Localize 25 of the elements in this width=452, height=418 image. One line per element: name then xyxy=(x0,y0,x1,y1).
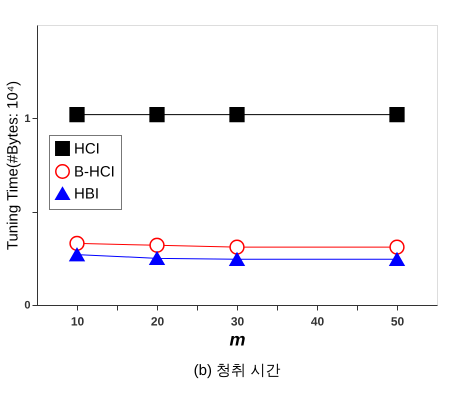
point xyxy=(69,106,85,122)
point xyxy=(149,238,165,253)
y-tick-label: 0 xyxy=(24,300,30,312)
x-tick-label: 40 xyxy=(310,314,324,328)
point xyxy=(229,106,245,122)
point xyxy=(229,240,245,255)
point xyxy=(69,248,85,262)
legend-label: B-HCI xyxy=(74,164,115,180)
x-tick-label: 10 xyxy=(70,314,84,328)
point xyxy=(69,236,85,252)
legend-label: HBI xyxy=(74,186,100,202)
point xyxy=(149,252,165,266)
legend-label: HCI xyxy=(74,140,100,158)
text: (b) 청취 시간 xyxy=(194,362,280,379)
point xyxy=(229,252,245,266)
x-tick-label: 20 xyxy=(150,314,164,328)
point xyxy=(389,106,405,122)
x-tick-label: 50 xyxy=(390,314,404,328)
y-axis-title: Tuning Time(#Bytes: 10⁴) xyxy=(4,80,22,250)
point xyxy=(389,252,405,266)
x-tick-label: 30 xyxy=(230,314,244,328)
point xyxy=(149,106,165,122)
y-tick-label: 1 xyxy=(24,112,30,125)
x-axis-title: m xyxy=(229,330,246,350)
point xyxy=(389,240,405,255)
